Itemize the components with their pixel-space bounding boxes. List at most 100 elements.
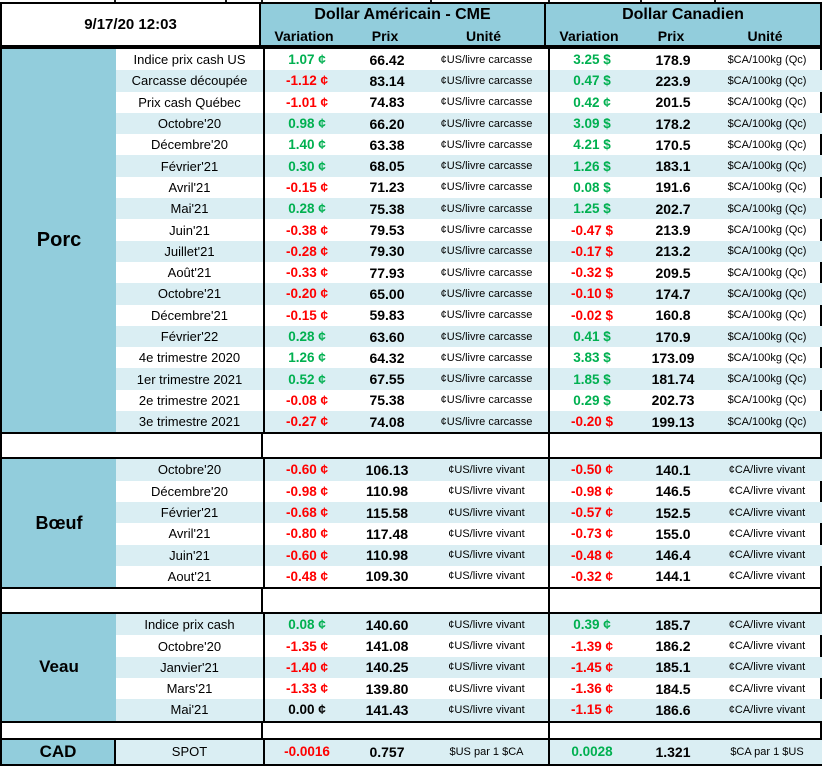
variation-cell: -0.32 $	[548, 261, 634, 284]
row-label-cell: Juin'21	[169, 222, 210, 238]
unit-cell: ¢US/livre carcasse	[440, 53, 533, 66]
unit-cell: ¢US/livre carcasse	[440, 224, 533, 237]
section-veau: Veau Indice prix cash 0.08 ¢ 140.60 ¢US/livr…	[0, 612, 822, 723]
price-cell: 139.80	[365, 680, 409, 697]
price-cell: 178.2	[634, 112, 712, 135]
variation-cell: 0.42 ¢	[548, 91, 634, 113]
row-label-cell: Aout'21	[167, 568, 212, 584]
row-label-cell: Août'21	[167, 265, 212, 281]
variation-cell: -1.15 ¢	[548, 699, 634, 721]
price-cell: 160.8	[655, 307, 691, 324]
us-title: Dollar Américain - CME	[314, 6, 491, 23]
variation-cell: -0.33 ¢	[263, 261, 349, 284]
variation-cell: -0.47 $	[548, 219, 634, 241]
unit-cell: ¢US/livre carcasse	[440, 266, 533, 279]
unit-cell: ¢US/livre carcasse	[440, 181, 533, 194]
variation-cell: 0.08 $	[548, 176, 634, 199]
price-cell: 223.9	[634, 70, 712, 92]
timestamp: 9/17/20 12:03	[2, 4, 259, 45]
price-cell: 67.55	[349, 368, 425, 390]
price-cell: 0.757	[349, 739, 425, 764]
price-cell: 201.5	[655, 94, 691, 111]
variation-cell: 1.26 $	[548, 155, 634, 177]
variation-cell: -0.73 ¢	[548, 523, 634, 545]
unit-cell: $CA/100kg (Qc)	[727, 351, 807, 364]
unit-cell: ¢CA/livre vivant	[728, 570, 806, 583]
price-cell: 146.4	[634, 544, 712, 566]
variation-cell: -0.98 ¢	[263, 480, 349, 502]
section-label-porc: Porc	[2, 49, 116, 433]
row-label-cell: Février'21	[116, 155, 263, 177]
row-label-cell: Octobre'20	[157, 638, 222, 654]
spacer-row	[0, 722, 822, 738]
variation-cell: 0.39 ¢	[548, 614, 634, 636]
grid-tick	[640, 0, 642, 2]
price-cell: 170.9	[634, 325, 712, 348]
price-cell: 140.1	[634, 459, 712, 481]
grid-tick	[714, 0, 716, 2]
column-header-variation: Variation	[274, 27, 334, 44]
spacer-row	[0, 589, 822, 613]
grid-tick	[548, 0, 550, 2]
spacer-line	[548, 434, 550, 458]
price-cell: 146.5	[655, 483, 691, 500]
price-cell: 202.73	[651, 392, 695, 409]
unit-cell: ¢CA/livre vivant	[712, 656, 822, 679]
price-cell: 209.5	[655, 264, 691, 281]
variation-cell: 0.29 $	[548, 389, 634, 412]
unit-cell: $CA/100kg (Qc)	[712, 368, 822, 390]
variation-cell: 0.41 $	[548, 325, 634, 348]
price-cell: 74.83	[369, 94, 405, 111]
unit-cell: ¢US/livre carcasse	[425, 325, 548, 348]
variation-cell: -0.80 ¢	[263, 523, 349, 545]
grid-tick	[261, 0, 263, 2]
unit-cell: $CA/100kg (Qc)	[727, 181, 807, 194]
unit-cell: $CA/100kg (Qc)	[727, 266, 807, 279]
unit-cell: ¢US/livre carcasse	[425, 240, 548, 262]
variation-cell: -0.98 ¢	[548, 480, 634, 502]
spacer-line	[261, 722, 263, 738]
unit-cell: $CA/100kg (Qc)	[727, 96, 807, 109]
variation-cell: 0.28 ¢	[263, 325, 349, 348]
row-label-cell: Avril'21	[168, 179, 211, 195]
price-cell: 191.6	[655, 179, 691, 196]
price-cell: 202.7	[634, 198, 712, 220]
unit-cell: $CA/100kg (Qc)	[712, 240, 822, 262]
variation-cell: 0.0028	[548, 739, 634, 764]
section-cad: CAD SPOT -0.0016 0.757 $US par 1 $CA 0.0028 1.…	[0, 737, 822, 766]
price-cell: 83.14	[349, 70, 425, 92]
variation-cell: -0.20 $	[548, 411, 634, 433]
unit-cell: $CA/100kg (Qc)	[727, 394, 807, 407]
price-cell: 152.5	[634, 501, 712, 524]
row-label-cell: Prix cash Québec	[138, 94, 241, 110]
price-cell: 213.2	[634, 240, 712, 262]
price-cell: 199.13	[634, 411, 712, 433]
unit-cell: $CA/100kg (Qc)	[712, 112, 822, 135]
row-label-cell: Carcasse découpée	[116, 70, 263, 92]
unit-cell: ¢CA/livre vivant	[712, 544, 822, 566]
row-label-cell: Juin'21	[116, 544, 263, 566]
price-cell: 183.1	[634, 155, 712, 177]
row-label-cell: Avril'21	[168, 526, 211, 542]
variation-cell: 0.47 $	[548, 70, 634, 92]
unit-cell: ¢US/livre vivant	[448, 527, 525, 540]
variation-cell: -0.28 ¢	[263, 240, 349, 262]
price-cell: 68.05	[349, 155, 425, 177]
variation-cell: 1.07 ¢	[263, 49, 349, 71]
section-mount-veau: Veau Indice prix cash 0.08 ¢ 140.60 ¢US/livr…	[0, 612, 822, 723]
variation-cell: 3.09 $	[548, 112, 634, 135]
unit-cell: ¢US/livre vivant	[425, 544, 548, 566]
variation-cell: -1.36 ¢	[548, 678, 634, 700]
price-cell: 174.7	[634, 283, 712, 305]
variation-cell: 0.52 ¢	[263, 368, 349, 390]
unit-cell: ¢US/livre vivant	[425, 614, 548, 636]
variation-cell: 0.28 ¢	[263, 198, 349, 220]
unit-cell: $CA/100kg (Qc)	[712, 283, 822, 305]
variation-cell: 3.25 $	[548, 49, 634, 71]
price-cell: 75.38	[369, 392, 405, 409]
price-cell: 140.60	[349, 614, 425, 636]
price-cell: 117.48	[365, 525, 409, 542]
variation-cell: -0.57 ¢	[548, 501, 634, 524]
variation-cell: -0.68 ¢	[263, 501, 349, 524]
unit-cell: ¢CA/livre vivant	[728, 682, 806, 695]
